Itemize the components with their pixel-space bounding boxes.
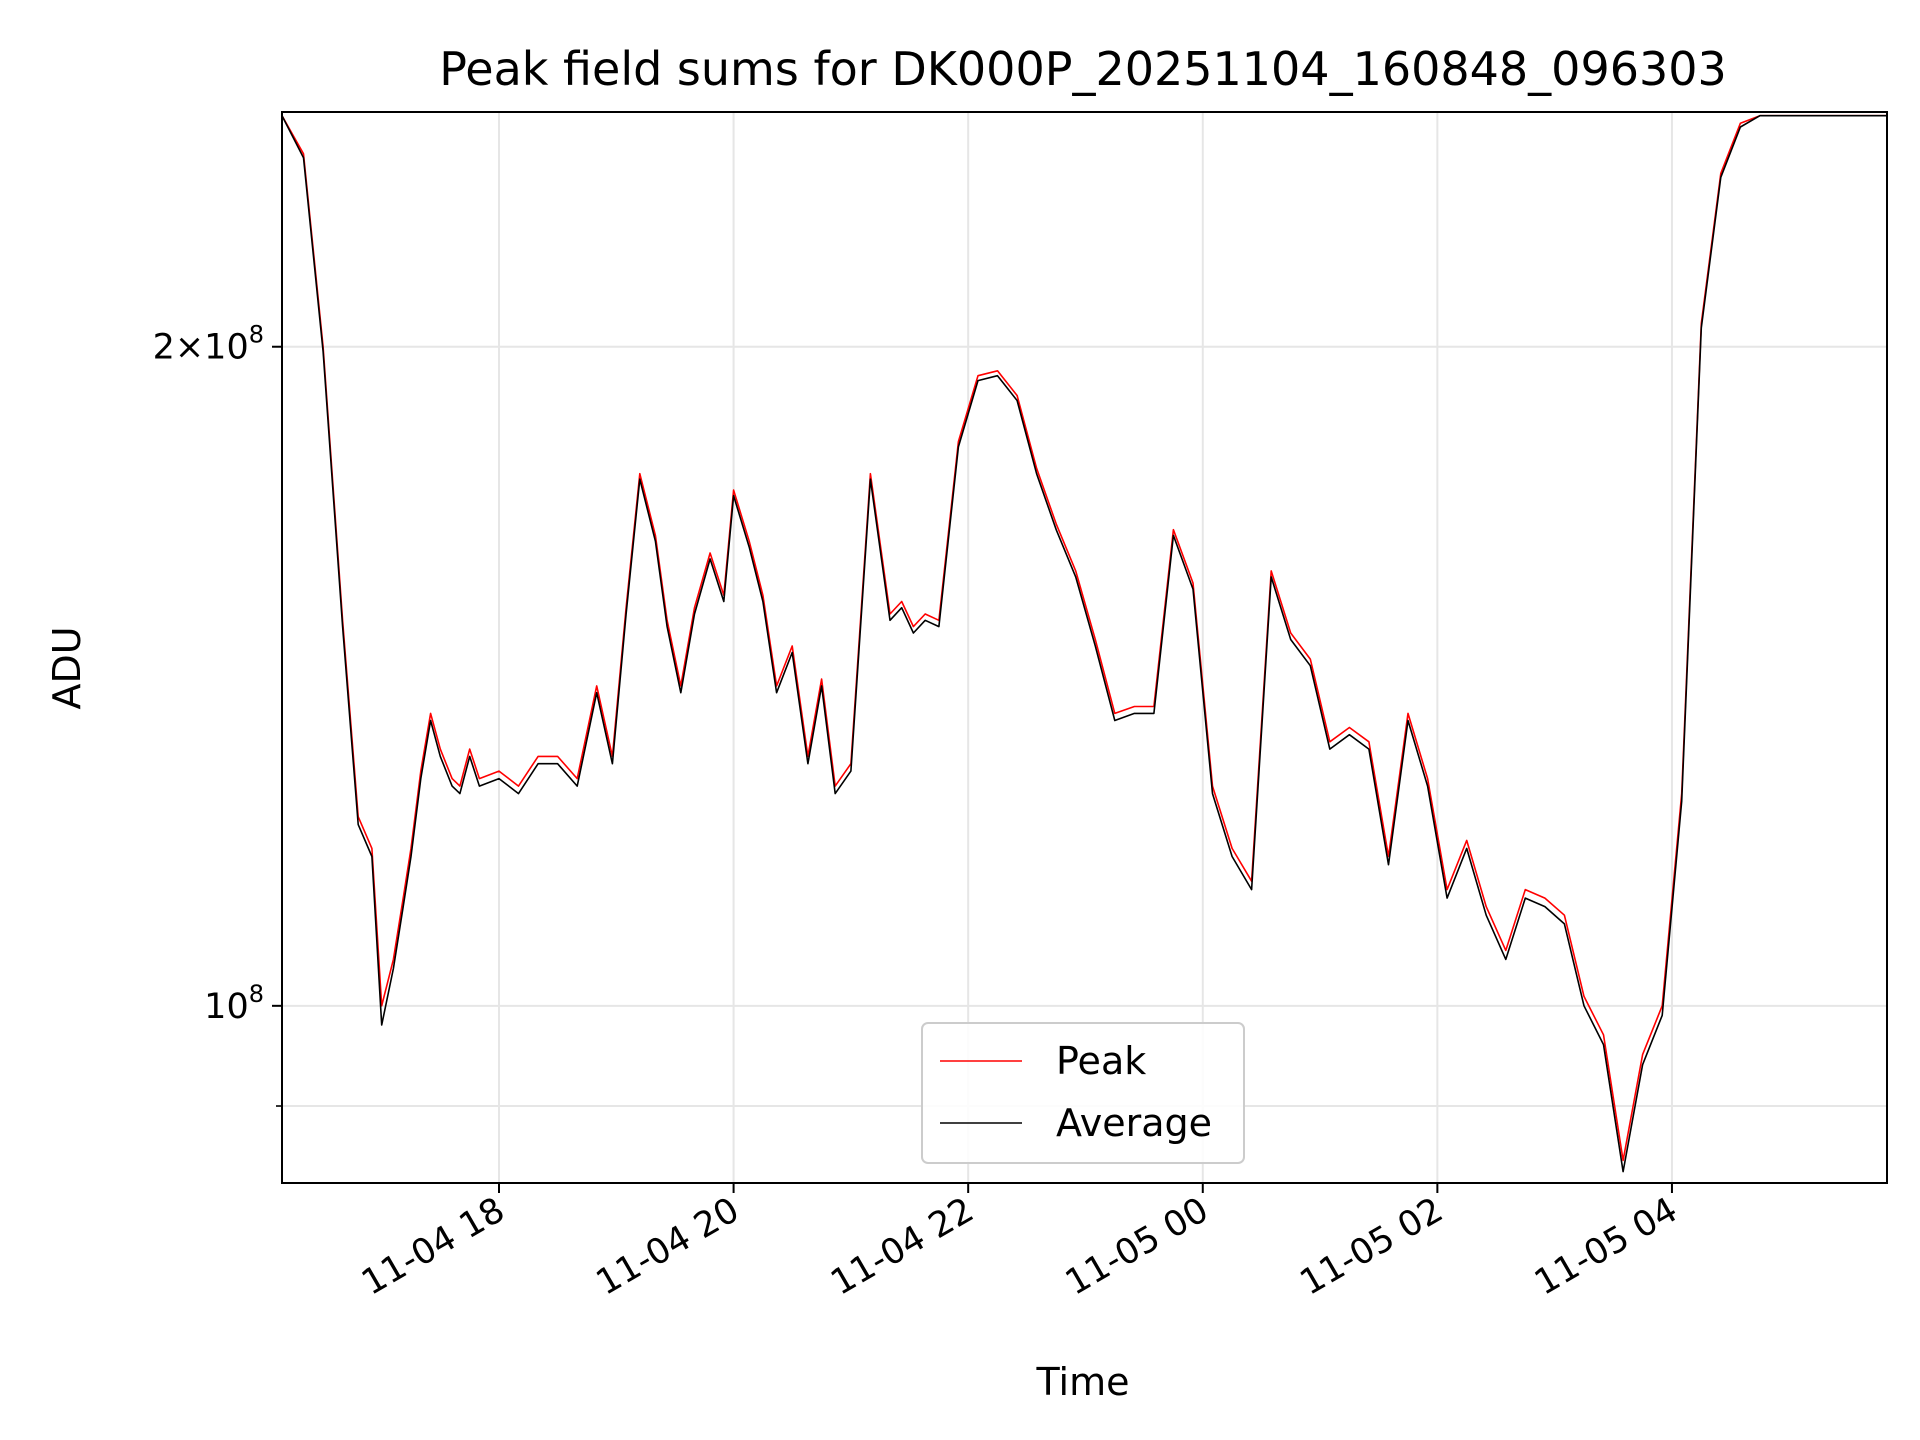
x-axis-label: Time [1036,1360,1130,1404]
chart-title: Peak field sums for DK000P_20251104_1608… [439,42,1727,96]
y-axis: 2×108 108 [153,321,282,1107]
series-layer [282,114,1887,1173]
legend-box [921,1022,1245,1164]
grid [282,112,1887,1183]
plot-frame [281,111,1888,1184]
y-tick-label: 2×108 [153,321,264,368]
legend-peak-label: Peak [1056,1039,1146,1083]
series-line-peak [282,114,1887,1162]
y-tick-label: 108 [204,980,264,1027]
legend-average-label: Average [1056,1101,1212,1145]
legend: Peak Average [921,1022,1245,1164]
series-line-average [282,114,1887,1173]
y-axis-label: ADU [45,626,89,709]
